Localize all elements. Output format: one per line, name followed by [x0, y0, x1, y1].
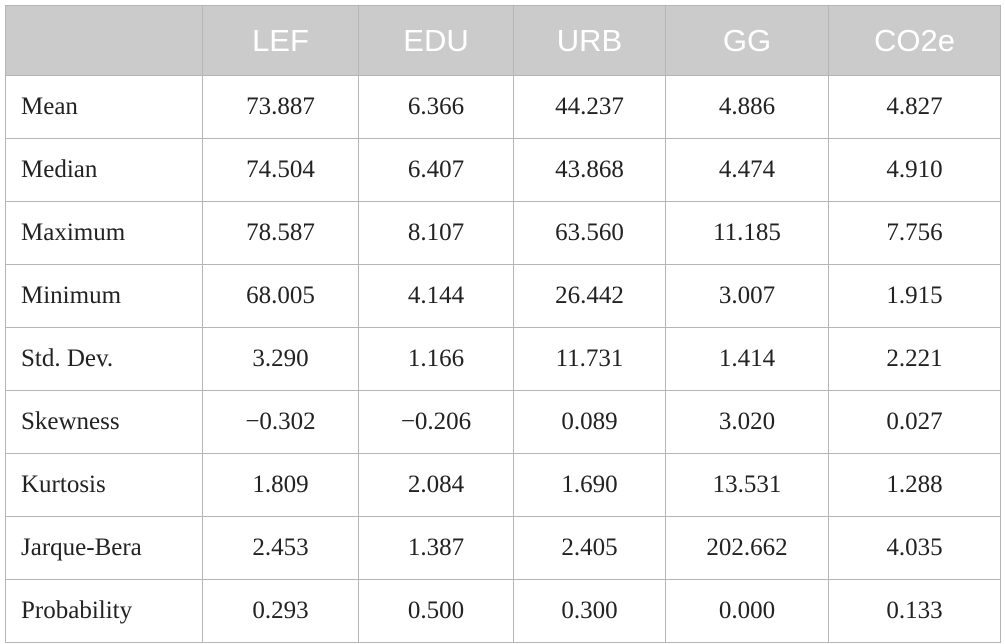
table-row: Jarque-Bera 2.453 1.387 2.405 202.662 4.035 — [5, 516, 1001, 580]
cell: 4.910 — [828, 138, 1001, 202]
cell: 4.827 — [828, 75, 1001, 139]
column-header: GG — [665, 5, 829, 76]
row-label: Maximum — [5, 201, 203, 265]
row-label: Minimum — [5, 264, 203, 328]
cell: 1.387 — [358, 516, 514, 580]
cell: 63.560 — [513, 201, 666, 265]
cell: 4.035 — [828, 516, 1001, 580]
stats-table: LEF EDU URB GG CO2e Mean 73.887 6.366 44.237 4.8… — [5, 5, 1001, 643]
cell: 3.007 — [665, 264, 829, 328]
cell: 0.300 — [513, 579, 666, 643]
cell: 1.915 — [828, 264, 1001, 328]
table-row: Kurtosis 1.809 2.084 1.690 13.531 1.288 — [5, 453, 1001, 517]
cell: 1.414 — [665, 327, 829, 391]
cell: 1.288 — [828, 453, 1001, 517]
cell: 13.531 — [665, 453, 829, 517]
cell: 1.166 — [358, 327, 514, 391]
table-body: Mean 73.887 6.366 44.237 4.886 4.827 Median 74.… — [5, 75, 1001, 643]
cell: 6.366 — [358, 75, 514, 139]
cell: 0.000 — [665, 579, 829, 643]
column-header: URB — [513, 5, 666, 76]
cell: 0.293 — [202, 579, 359, 643]
table-row: Mean 73.887 6.366 44.237 4.886 4.827 — [5, 75, 1001, 139]
table-row: Std. Dev. 3.290 1.166 11.731 1.414 2.221 — [5, 327, 1001, 391]
cell: 26.442 — [513, 264, 666, 328]
table-row: Skewness −0.302 −0.206 0.089 3.020 0.027 — [5, 390, 1001, 454]
table-row: Probability 0.293 0.500 0.300 0.000 0.133 — [5, 579, 1001, 643]
cell: 43.868 — [513, 138, 666, 202]
row-label: Std. Dev. — [5, 327, 203, 391]
cell: 6.407 — [358, 138, 514, 202]
cell: −0.206 — [358, 390, 514, 454]
column-header: CO2e — [828, 5, 1001, 76]
cell: 1.809 — [202, 453, 359, 517]
row-label: Median — [5, 138, 203, 202]
table-row: Minimum 68.005 4.144 26.442 3.007 1.915 — [5, 264, 1001, 328]
table-row: Maximum 78.587 8.107 63.560 11.185 7.756 — [5, 201, 1001, 265]
cell: 1.690 — [513, 453, 666, 517]
cell: −0.302 — [202, 390, 359, 454]
row-label: Mean — [5, 75, 203, 139]
cell: 202.662 — [665, 516, 829, 580]
cell: 4.886 — [665, 75, 829, 139]
cell: 0.133 — [828, 579, 1001, 643]
row-label: Jarque-Bera — [5, 516, 203, 580]
cell: 2.084 — [358, 453, 514, 517]
cell: 74.504 — [202, 138, 359, 202]
cell: 3.020 — [665, 390, 829, 454]
cell: 0.089 — [513, 390, 666, 454]
cell: 68.005 — [202, 264, 359, 328]
cell: 2.453 — [202, 516, 359, 580]
cell: 2.405 — [513, 516, 666, 580]
cell: 8.107 — [358, 201, 514, 265]
cell: 4.144 — [358, 264, 514, 328]
header-row: LEF EDU URB GG CO2e — [5, 5, 1001, 76]
cell: 11.731 — [513, 327, 666, 391]
row-label: Probability — [5, 579, 203, 643]
table-row: Median 74.504 6.407 43.868 4.474 4.910 — [5, 138, 1001, 202]
cell: 7.756 — [828, 201, 1001, 265]
cell: 44.237 — [513, 75, 666, 139]
cell: 2.221 — [828, 327, 1001, 391]
header-corner — [5, 5, 203, 76]
cell: 3.290 — [202, 327, 359, 391]
cell: 73.887 — [202, 75, 359, 139]
cell: 78.587 — [202, 201, 359, 265]
column-header: EDU — [358, 5, 514, 76]
column-header: LEF — [202, 5, 359, 76]
cell: 0.500 — [358, 579, 514, 643]
row-label: Kurtosis — [5, 453, 203, 517]
cell: 0.027 — [828, 390, 1001, 454]
row-label: Skewness — [5, 390, 203, 454]
cell: 4.474 — [665, 138, 829, 202]
cell: 11.185 — [665, 201, 829, 265]
